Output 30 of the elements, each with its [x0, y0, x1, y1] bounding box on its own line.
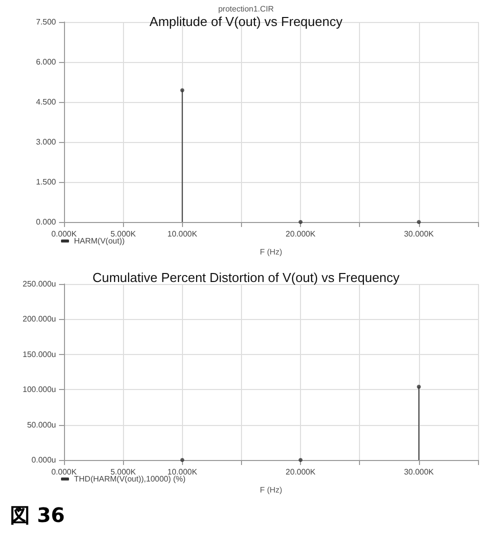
y-tick-label: 150.000u: [22, 350, 56, 359]
x-tick-label: 5.000K: [110, 230, 136, 238]
caption: 図 36: [10, 502, 65, 529]
x-tick-label: 20.000K: [286, 468, 316, 476]
x-tick-label: 0.000K: [51, 230, 78, 238]
y-tick-label: 200.000u: [22, 314, 56, 324]
x-tick-label: 20.000K: [286, 230, 316, 238]
y-tick-label: 50.000u: [27, 420, 56, 430]
x-tick-label: 10.000K: [167, 230, 198, 238]
chart-title: Cumulative Percent Distortion of V(out) vs Frequency: [92, 270, 400, 285]
chart-title: Amplitude of V(out) vs Frequency: [150, 14, 343, 29]
y-tick-label: 7.500: [36, 18, 57, 26]
x-axis-title: F (Hz): [260, 248, 282, 256]
legend-label: THD(HARM(V(out)),10000) (%): [74, 474, 186, 484]
x-axis-title: F (Hz): [260, 486, 282, 494]
x-tick-label: 30.000K: [404, 230, 434, 238]
chart-subtitle: protection1.CIR: [218, 4, 274, 14]
x-tick-label: 10.000K: [167, 468, 198, 476]
legend-label: HARM(V(out)): [74, 236, 126, 246]
y-tick-label: 100.000u: [22, 385, 56, 394]
y-tick-label: 1.500: [36, 178, 57, 186]
y-tick-label: 0.000: [36, 218, 57, 226]
x-tick-label: 0.000K: [51, 468, 78, 476]
y-tick-label: 3.000: [36, 138, 57, 146]
x-tick-label: 5.000K: [110, 468, 136, 476]
y-tick-label: 4.500: [36, 98, 57, 106]
y-tick-label: 0.000u: [32, 456, 56, 464]
y-tick-label: 6.000: [36, 58, 57, 66]
y-tick-label: 250.000u: [22, 280, 56, 288]
x-tick-label: 30.000K: [404, 468, 434, 476]
